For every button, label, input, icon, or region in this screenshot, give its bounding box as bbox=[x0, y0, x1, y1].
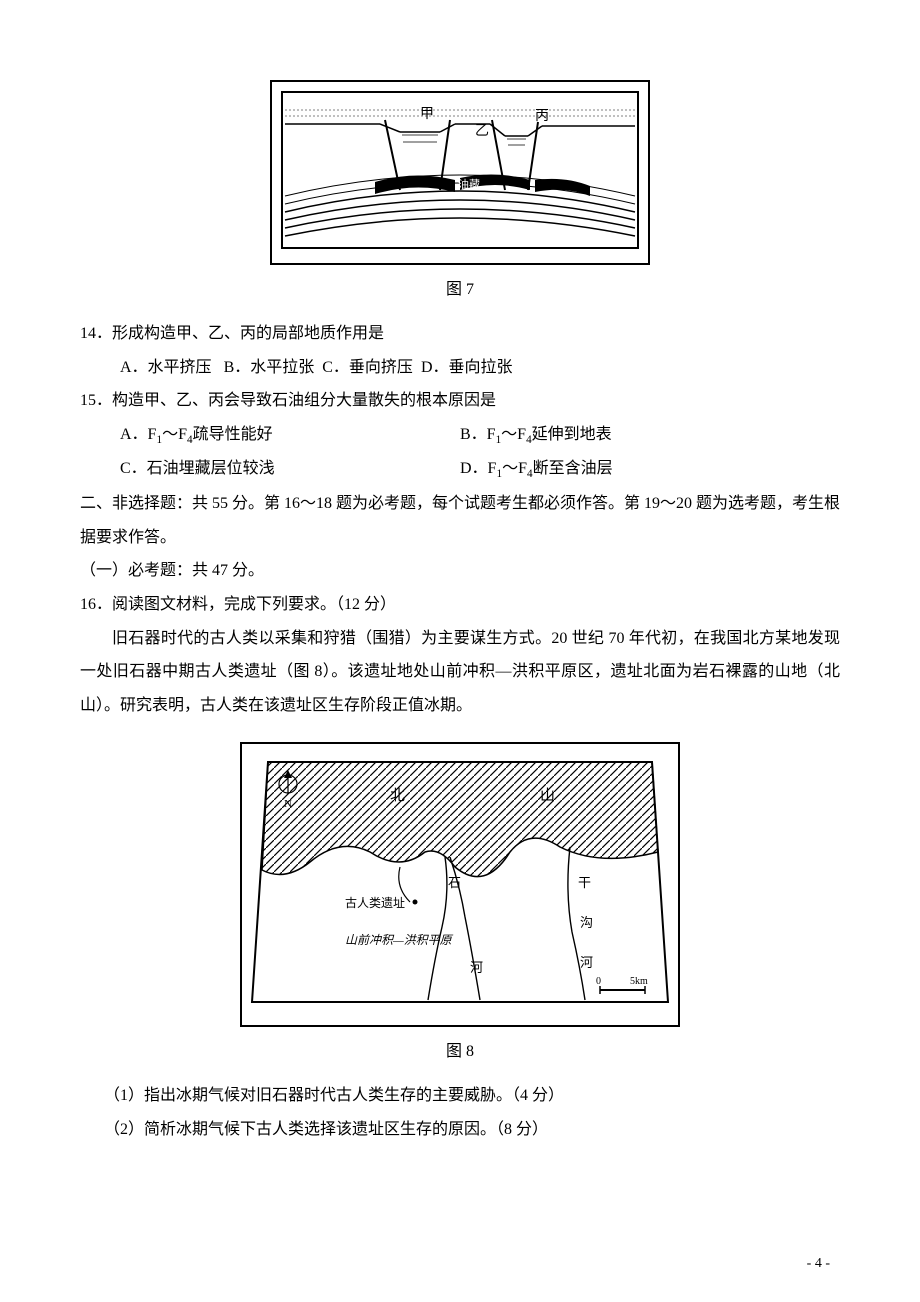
figure-7-image: 甲 乙 丙 油藏 bbox=[270, 80, 650, 265]
fig8-label-gan: 干 bbox=[578, 875, 591, 890]
fig8-label-north: 北 bbox=[390, 787, 405, 804]
q16-sub2: （2）简析冰期气候下古人类选择该遗址区生存的原因。（8 分） bbox=[80, 1113, 840, 1147]
svg-text:N: N bbox=[284, 798, 292, 810]
fig8-label-river2: 河 bbox=[580, 955, 593, 970]
fig8-label-river: 河 bbox=[470, 960, 483, 975]
q15-opt-d: D．F1～F4断至含油层 bbox=[460, 452, 840, 487]
q14-opt-a: A．水平挤压 bbox=[120, 359, 212, 376]
fig7-label-oil: 油藏 bbox=[458, 177, 480, 191]
figure-8-svg: N 北 山 石 河 干 沟 河 古人类遗址 山前冲积—洪积平原 0 5km bbox=[250, 752, 670, 1012]
page-number: - 4 - bbox=[807, 1256, 830, 1272]
fig8-label-stone: 石 bbox=[448, 875, 461, 890]
fig8-label-mountain: 山 bbox=[540, 787, 555, 804]
fig8-label-site: 古人类遗址 bbox=[345, 895, 405, 910]
q15-opt-a: A．F1～F4疏导性能好 bbox=[80, 418, 460, 453]
section2-header: 二、非选择题：共 55 分。第 16～18 题为必考题，每个试题考生都必须作答。… bbox=[80, 487, 840, 554]
figure-7-caption: 图 7 bbox=[80, 275, 840, 299]
fig7-label-jia: 甲 bbox=[420, 107, 434, 122]
q14-opt-d: D．垂向拉张 bbox=[421, 359, 513, 376]
q14-stem: 14．形成构造甲、乙、丙的局部地质作用是 bbox=[80, 317, 840, 351]
figure-8-caption: 图 8 bbox=[80, 1037, 840, 1061]
q15-opt-b: B．F1～F4延伸到地表 bbox=[460, 418, 840, 453]
q16-paragraph: 旧石器时代的古人类以采集和狩猎（围猎）为主要谋生方式。20 世纪 70 年代初，… bbox=[80, 622, 840, 723]
fig7-label-yi: 乙 bbox=[475, 123, 489, 139]
fig8-scale-0: 0 bbox=[596, 976, 601, 987]
section2-required: （一）必考题：共 47 分。 bbox=[80, 554, 840, 588]
q15-opt-c: C．石油埋藏层位较浅 bbox=[80, 452, 460, 487]
q16-sub1: （1）指出冰期气候对旧石器时代古人类生存的主要威胁。（4 分） bbox=[80, 1079, 840, 1113]
q14-opt-c: C．垂向挤压 bbox=[322, 359, 413, 376]
q14-opt-b: B．水平拉张 bbox=[224, 359, 315, 376]
figure-8-image: N 北 山 石 河 干 沟 河 古人类遗址 山前冲积—洪积平原 0 5km bbox=[240, 742, 680, 1027]
figure-7-container: 甲 乙 丙 油藏 bbox=[80, 80, 840, 265]
q16-stem: 16．阅读图文材料，完成下列要求。（12 分） bbox=[80, 588, 840, 622]
fig8-label-gu: 沟 bbox=[580, 915, 593, 930]
fig7-label-bing: 丙 bbox=[535, 109, 549, 124]
q14-options: A．水平挤压 B．水平拉张 C．垂向挤压 D．垂向拉张 bbox=[80, 351, 840, 385]
figure-8-container: N 北 山 石 河 干 沟 河 古人类遗址 山前冲积—洪积平原 0 5km bbox=[80, 742, 840, 1027]
figure-7-svg: 甲 乙 丙 油藏 bbox=[280, 90, 640, 250]
q15-stem: 15．构造甲、乙、丙会导致石油组分大量散失的根本原因是 bbox=[80, 384, 840, 418]
fig8-scale-5: 5km bbox=[630, 976, 648, 987]
fig8-label-plain: 山前冲积—洪积平原 bbox=[345, 933, 454, 947]
